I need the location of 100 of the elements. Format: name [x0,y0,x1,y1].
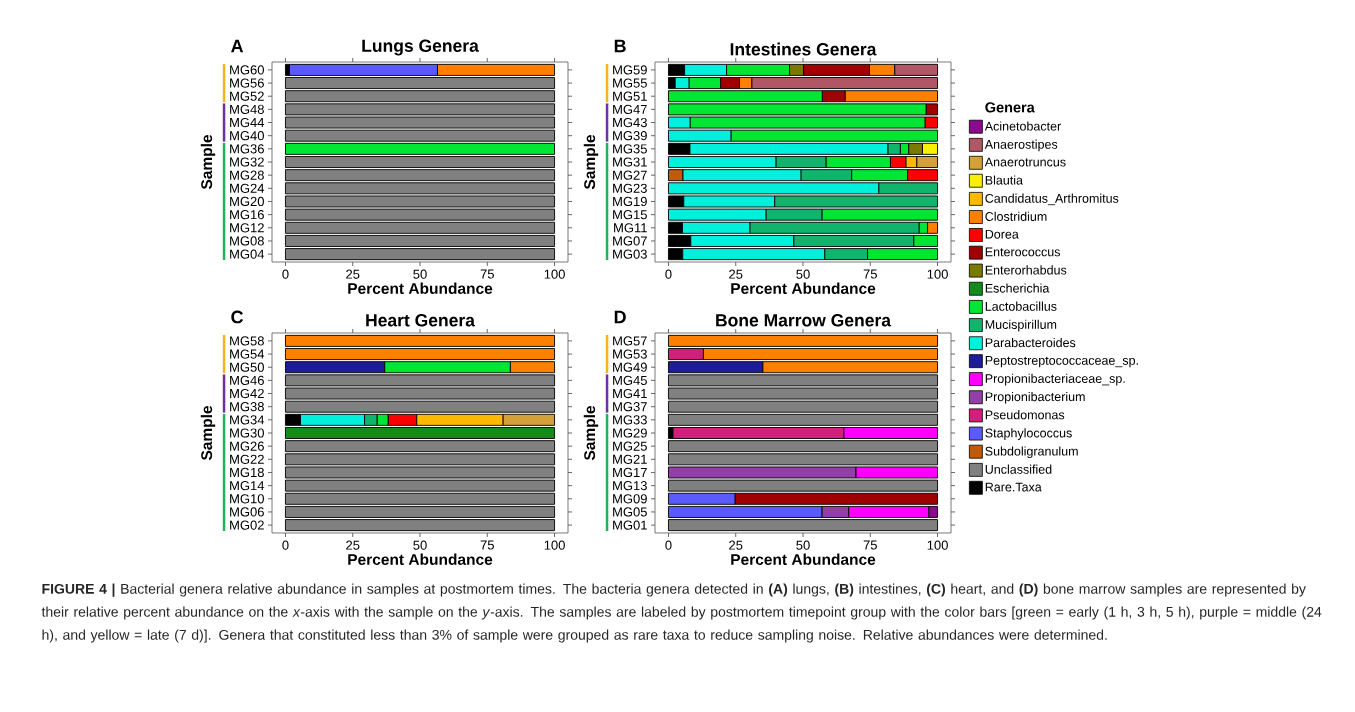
y-tick-label: MG54 [230,349,265,359]
x-tick-label: 25 [729,540,743,550]
y-tick-label: MG32 [230,157,264,167]
y-tick-label: MG18 [230,467,264,478]
legend-label: Propionibacteriaceae_sp. [985,373,1125,386]
x-tick-label: 100 [927,269,948,279]
legend-label: Pseudomonas [985,410,1065,420]
y-tick-label: MG44 [230,117,265,128]
legend-label: Mucispirillum [985,319,1057,332]
y-tick-label: MG39 [613,131,647,141]
y-tick-label: MG10 [230,494,264,504]
x-tick-label: 25 [346,269,360,279]
y-tick-label: MG59 [613,65,647,75]
y-tick-label: MG28 [230,170,264,180]
chart-title: Intestines Genera [730,42,877,56]
y-tick-label: MG03 [613,249,647,259]
y-tick-label: MG17 [613,467,647,478]
y-axis-title: Sample [200,134,216,190]
y-tick-label: MG55 [613,78,647,88]
y-tick-label: MG45 [613,375,647,385]
chart-title: Heart Genera [366,314,476,327]
y-tick-label: MG51 [613,91,647,101]
legend-label: Clostridium [985,211,1047,221]
y-tick-label: MG36 [230,144,264,154]
y-axis-title: Sample [583,405,599,461]
x-tick-label: 25 [729,269,743,279]
y-tick-label: MG02 [230,520,264,530]
y-tick-label: MG47 [613,104,647,114]
y-tick-label: MG52 [230,91,264,101]
x-tick-label: 50 [413,269,427,279]
legend-title: Genera [985,102,1035,113]
y-tick-label: MG40 [230,131,264,141]
x-tick-label: 0 [665,540,672,550]
x-tick-label: 50 [413,540,427,550]
x-tick-label: 50 [796,540,810,550]
y-tick-label: MG22 [230,454,264,464]
y-tick-label: MG37 [613,402,647,412]
text: FIGURE 4 | Bacterial genera relative abundance in samples at postmortem times. The bacteria genera detected in (A) lungs, (B) intestines, (C) heart, and (D) bone marrow samples are represented by their relative percent abundance on the x-axis with the sample on the y-axis. The samples are labeled by postmortem timepoint group with the color bars [green = early (1 h, 3 h, 5 h), purple = middle (24 h), and yellow = late (7 d)]. Genera that constituted less than 3% of sample were grouped as rare taxa to reduce sampling noise. Relative abundances were determined. [41,583,1322,643]
x-tick-label: 100 [544,269,565,279]
y-tick-label: MG49 [613,362,647,372]
y-tick-label: MG30 [230,428,264,438]
x-axis-title: Percent Abundance [348,553,493,565]
text: D [614,310,626,324]
y-tick-label: MG15 [613,210,647,220]
y-tick-label: MG05 [613,507,647,517]
y-tick-label: MG11 [614,223,647,233]
y-tick-label: MG31 [613,157,647,167]
y-axis-title: Sample [200,405,216,461]
y-tick-label: MG16 [230,210,264,220]
legend-label: Enterococcus [985,247,1061,257]
y-tick-label: MG04 [230,249,265,259]
y-tick-label: MG26 [230,441,264,451]
x-tick-label: 75 [863,540,877,550]
legend-label: Propionibacterium [985,391,1085,404]
legend-label: Subdoligranulum [985,446,1078,459]
text: A [231,39,244,53]
y-tick-label: MG27 [613,170,647,180]
legend-label: Staphylococcus [985,428,1072,440]
y-tick-label: MG38 [230,402,264,412]
legend-label: Candidatus_Arthromitus [985,193,1119,206]
legend-label: Unclassified [985,464,1052,474]
y-tick-label: MG50 [230,362,264,372]
x-axis-title: Percent Abundance [731,553,876,565]
legend-label: Escherichia [985,283,1050,293]
legend-label: Enterorhabdus [985,265,1067,275]
x-tick-label: 25 [346,540,360,550]
y-tick-label: MG57 [613,336,647,346]
y-tick-label: MG19 [613,196,647,207]
text: B [614,39,626,53]
x-tick-label: 75 [480,540,494,550]
y-tick-label: MG21 [613,454,647,464]
legend-label: Lactobacillus [985,301,1057,311]
y-tick-label: MG20 [230,196,264,207]
y-tick-label: MG56 [230,78,264,88]
x-tick-label: 75 [480,269,494,279]
y-tick-label: MG42 [230,388,264,399]
x-tick-label: 100 [927,540,948,550]
y-tick-label: MG43 [613,117,647,128]
legend-label: Parabacteroides [985,337,1076,348]
legend-label: Anaerostipes [984,139,1058,152]
y-axis-title: Sample [583,134,599,190]
y-tick-label: MG29 [613,428,647,438]
y-tick-label: MG35 [613,144,647,154]
x-tick-label: 0 [282,269,289,279]
y-tick-label: MG13 [613,481,647,491]
y-tick-label: MG07 [613,236,647,246]
legend-label: Dorea [985,229,1019,239]
legend-label: Peptostreptococcaceae_sp. [985,356,1138,368]
y-tick-label: MG09 [613,494,647,504]
legend-label: Anaerotruncus [984,157,1066,167]
y-tick-label: MG08 [230,236,264,246]
x-tick-label: 75 [863,269,877,279]
y-tick-label: MG33 [613,415,647,425]
y-tick-label: MG01 [613,520,647,530]
y-tick-label: MG60 [230,65,264,75]
y-tick-label: MG41 [613,388,647,399]
y-tick-label: MG24 [230,183,265,193]
y-tick-label: MG12 [230,223,264,233]
legend-label: Blautia [985,175,1023,185]
text: C [231,310,244,324]
